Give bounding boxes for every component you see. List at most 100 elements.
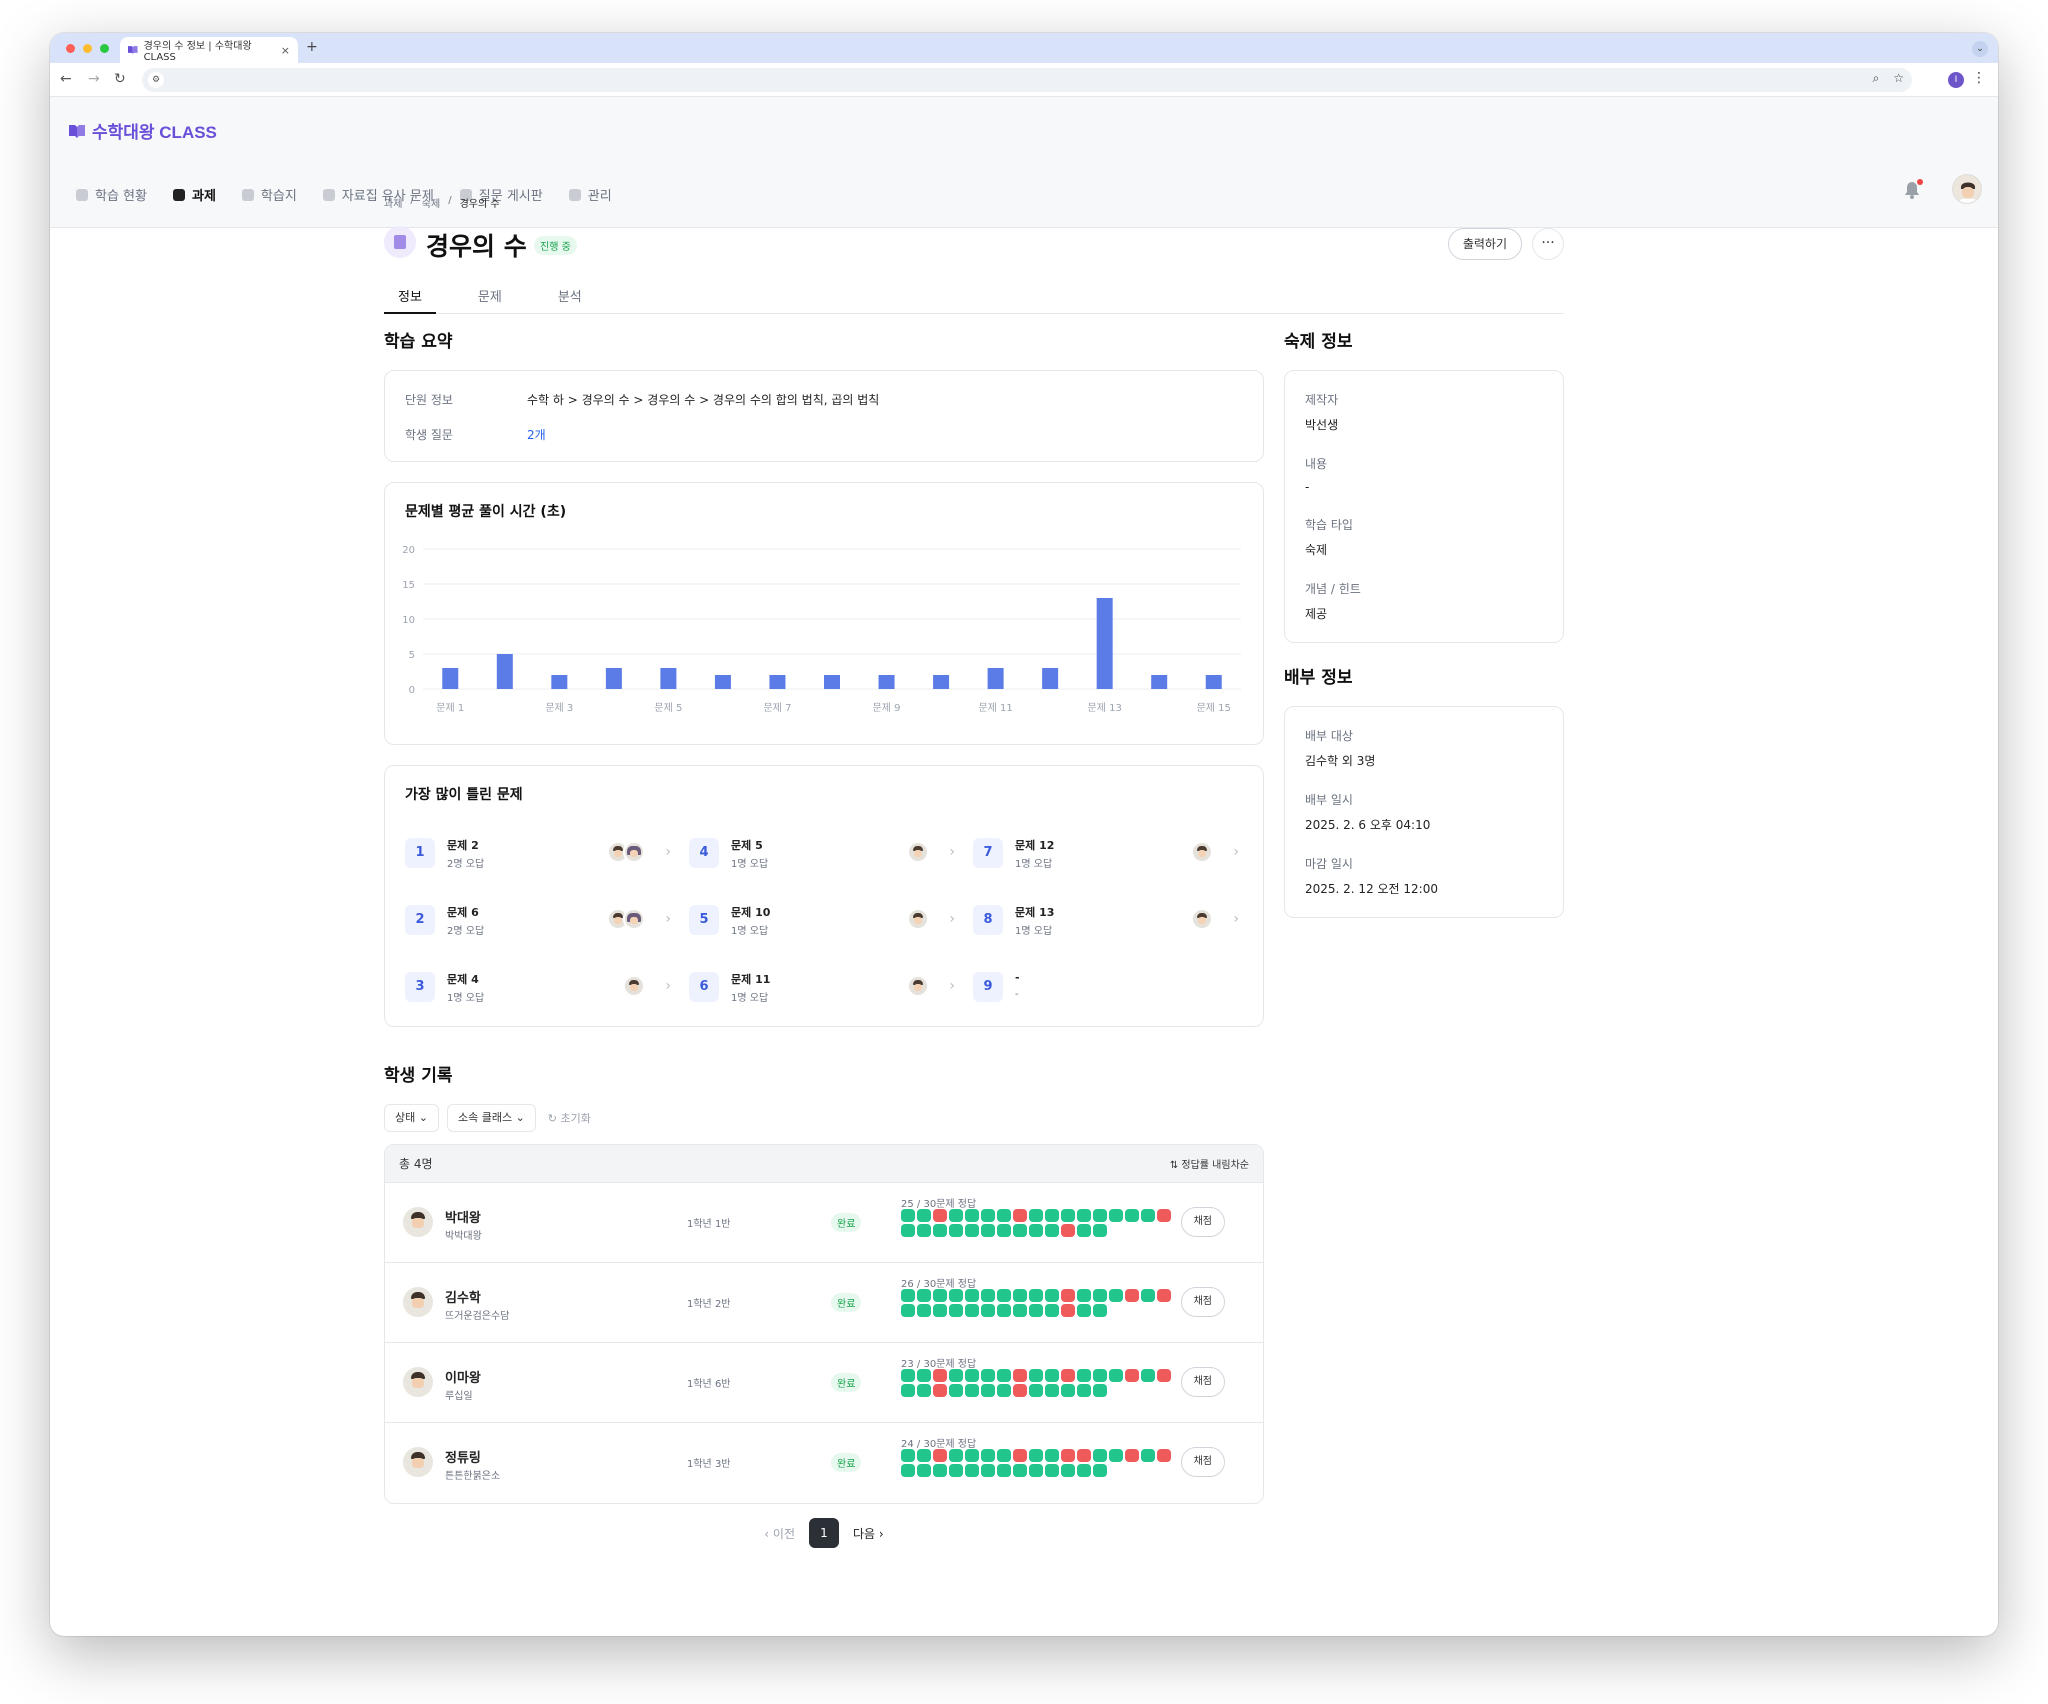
table-row[interactable]: 이마왕 루십일 1학년 6반 완료 23 / 30문제 정답 채점	[385, 1343, 1263, 1423]
chart-bar[interactable]	[605, 668, 622, 689]
chevron-right-icon[interactable]: ›	[665, 911, 671, 927]
tab-info[interactable]: 정보	[384, 284, 436, 314]
minimize-window-button[interactable]	[83, 44, 92, 53]
problem-name: -	[1015, 971, 1020, 984]
most-wrong-item[interactable]: 2 문제 6 2명 오답 ›	[405, 901, 675, 941]
chart-bar[interactable]	[987, 668, 1004, 689]
chart-bar[interactable]	[769, 675, 786, 689]
next-page-button[interactable]: 다음 ›	[853, 1525, 884, 1542]
bookmark-star-icon[interactable]: ☆	[1893, 71, 1904, 85]
sort-button[interactable]: ⇅ 정답률 내림차순	[1170, 1156, 1249, 1171]
correct-answer-cell	[1109, 1449, 1123, 1462]
status-badge: 완료	[831, 1453, 862, 1472]
reload-icon[interactable]: ↻	[114, 71, 126, 87]
status-filter-label: 상태	[395, 1111, 416, 1124]
most-wrong-item[interactable]: 6 문제 11 1명 오답 ›	[689, 968, 959, 1008]
breadcrumb-assignments[interactable]: 과제	[384, 199, 403, 210]
chart-bar[interactable]	[551, 675, 568, 689]
student-avatars	[1191, 841, 1213, 863]
grade-button[interactable]: 채점	[1180, 1367, 1225, 1397]
avatar	[403, 1207, 433, 1237]
table-row[interactable]: 박대왕 박박대왕 1학년 1반 완료 25 / 30문제 정답 채점	[385, 1183, 1263, 1263]
nav-item[interactable]: 자료집 유사 문제	[322, 185, 434, 204]
address-bar[interactable]: ⚙ ⌕ ☆	[142, 68, 1912, 92]
graduation-icon	[76, 188, 88, 201]
prev-page-button[interactable]: ‹ 이전	[764, 1525, 795, 1542]
table-row[interactable]: 정튜링 튼튼한붉은소 1학년 3반 완료 24 / 30문제 정답 채점	[385, 1423, 1263, 1503]
grade-button[interactable]: 채점	[1180, 1447, 1225, 1477]
most-wrong-item[interactable]: 4 문제 5 1명 오답 ›	[689, 834, 959, 874]
browser-menu-icon[interactable]: ⋮	[1972, 70, 1986, 86]
nav-item[interactable]: 관리	[568, 185, 612, 204]
chevron-right-icon[interactable]: ›	[665, 844, 671, 860]
most-wrong-item[interactable]: 3 문제 4 1명 오답 ›	[405, 968, 675, 1008]
nav-item-label: 자료집 유사 문제	[341, 189, 434, 204]
class-filter-dropdown[interactable]: 소속 클래스 ⌄	[446, 1104, 536, 1132]
user-avatar[interactable]	[1952, 174, 1982, 204]
most-wrong-item[interactable]: 5 문제 10 1명 오답 ›	[689, 901, 959, 941]
nav-item[interactable]: 학습 현황	[76, 185, 147, 204]
chart-bar[interactable]	[878, 675, 895, 689]
chart-bar[interactable]	[714, 675, 731, 689]
notification-bell-icon[interactable]	[1902, 179, 1923, 200]
chevron-right-icon[interactable]: ›	[949, 911, 955, 927]
chart-bar[interactable]	[1096, 598, 1113, 689]
chart-bar[interactable]	[496, 654, 513, 689]
chevron-right-icon[interactable]: ›	[665, 978, 671, 994]
chevron-down-icon: ⌄	[515, 1111, 525, 1124]
nav-item[interactable]: 과제	[172, 185, 216, 204]
chevron-right-icon[interactable]: ›	[1233, 911, 1239, 927]
chevron-right-icon[interactable]: ›	[949, 844, 955, 860]
problem-name: 문제 4	[447, 973, 479, 986]
chart-bar[interactable]	[1151, 675, 1168, 689]
chart-bar[interactable]	[824, 675, 840, 689]
correct-answer-cell	[1141, 1289, 1155, 1302]
most-wrong-item[interactable]: 7 문제 12 1명 오답 ›	[973, 834, 1243, 874]
reset-filter-button[interactable]: ↻ 초기화	[548, 1110, 591, 1126]
browser-profile-avatar[interactable]: I	[1948, 72, 1964, 88]
chart-bar[interactable]	[933, 675, 950, 689]
correct-answer-cell	[917, 1464, 931, 1477]
tab-search-button[interactable]: ⌄	[1972, 41, 1988, 57]
chart-bar[interactable]	[1205, 675, 1222, 689]
back-icon[interactable]: ←	[60, 71, 72, 87]
wrong-answer-cell	[1157, 1369, 1171, 1382]
status-badge: 완료	[831, 1213, 862, 1232]
grade-button[interactable]: 채점	[1180, 1287, 1225, 1317]
correct-answer-cell	[1061, 1384, 1075, 1397]
current-page[interactable]: 1	[809, 1518, 839, 1548]
new-tab-button[interactable]: +	[306, 39, 318, 55]
browser-tab[interactable]: 경우의 수 정보 | 수학대왕 CLASS ×	[120, 37, 298, 63]
breadcrumb-homework[interactable]: 숙제	[421, 199, 441, 210]
forward-icon[interactable]: →	[88, 71, 100, 87]
chevron-right-icon[interactable]: ›	[949, 978, 955, 994]
status-filter-dropdown[interactable]: 상태 ⌄	[384, 1104, 439, 1132]
more-options-button[interactable]: ···	[1532, 228, 1564, 260]
chart-bar[interactable]	[442, 668, 459, 689]
tab-problems[interactable]: 문제	[477, 290, 502, 305]
wrong-count: -	[1015, 989, 1019, 1000]
site-settings-icon[interactable]: ⚙	[148, 72, 164, 88]
nav-item[interactable]: 질문 게시판	[459, 185, 543, 204]
student-question-link[interactable]: 2개	[527, 428, 546, 442]
status-badge: 완료	[831, 1373, 862, 1392]
tab-analysis[interactable]: 분석	[557, 290, 582, 305]
grade-button[interactable]: 채점	[1180, 1207, 1225, 1237]
table-row[interactable]: 김수학 뜨거운검은수담 1학년 2반 완료 26 / 30문제 정답 채점	[385, 1263, 1263, 1343]
chart-bar[interactable]	[1042, 668, 1059, 689]
zoom-window-button[interactable]	[100, 44, 109, 53]
zoom-icon[interactable]: ⌕	[1872, 71, 1880, 85]
chat-icon	[459, 188, 472, 201]
chevron-right-icon[interactable]: ›	[1233, 844, 1239, 860]
wrong-answer-cell	[1013, 1449, 1027, 1462]
most-wrong-item[interactable]: 8 문제 13 1명 오답 ›	[973, 901, 1243, 941]
nav-item[interactable]: 학습지	[241, 185, 297, 204]
print-button[interactable]: 출력하기	[1447, 228, 1522, 260]
problem-name: 문제 6	[447, 906, 479, 919]
chart-bar[interactable]	[660, 668, 677, 689]
problem-name: 문제 5	[731, 839, 763, 852]
close-tab-icon[interactable]: ×	[280, 43, 290, 57]
close-window-button[interactable]	[66, 44, 75, 53]
most-wrong-item[interactable]: 1 문제 2 2명 오답 ›	[405, 834, 675, 874]
brand-logo[interactable]: 수학대왕 CLASS	[68, 118, 217, 143]
